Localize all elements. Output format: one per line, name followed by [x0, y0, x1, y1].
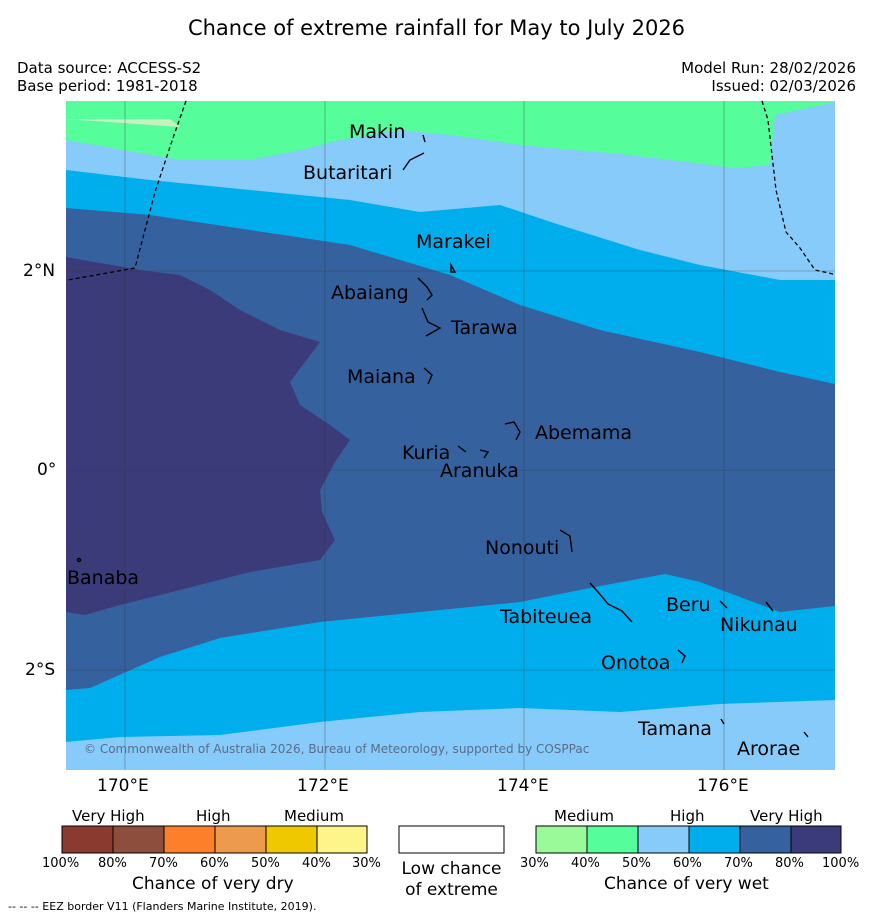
wet-header-medium: Medium	[554, 807, 614, 825]
wet-tick-100: 100%	[822, 856, 860, 871]
band-80-100-pct	[66, 257, 350, 615]
copyright-notice: © Commonwealth of Australia 2026, Bureau…	[84, 742, 590, 756]
wet-header-high: High	[670, 807, 705, 825]
dry-tick-60: 60%	[200, 856, 229, 871]
dry-tick-80: 80%	[98, 856, 127, 871]
place-abaiang: Abaiang	[331, 282, 409, 304]
wet-swatch-4	[689, 826, 740, 853]
dry-swatch-3	[164, 826, 215, 853]
dry-colorbar	[61, 825, 368, 854]
lat-label-2s: 2°S	[25, 660, 56, 680]
dry-swatch-6	[317, 826, 367, 853]
wet-caption: Chance of very wet	[604, 874, 769, 894]
tamana-island	[720, 718, 725, 725]
tabiteuea-island	[589, 582, 633, 623]
nikunau-island	[765, 601, 774, 612]
marakei-island	[450, 262, 457, 273]
place-kuria: Kuria	[402, 442, 451, 464]
wet-tick-80: 80%	[775, 856, 804, 871]
banaba-island	[76, 557, 82, 563]
wet-tick-70: 70%	[724, 856, 753, 871]
wet-swatch-3	[638, 826, 689, 853]
place-tamana: Tamana	[638, 718, 712, 740]
wet-tick-40: 40%	[571, 856, 600, 871]
neutral-caption-line2: of extreme	[405, 880, 498, 900]
data-source-text: Data source: ACCESS-S2	[17, 59, 202, 77]
lat-label-0: 0°	[37, 460, 57, 480]
place-tarawa: Tarawa	[451, 317, 518, 339]
place-aranuka: Aranuka	[440, 460, 519, 482]
place-maiana: Maiana	[347, 366, 416, 388]
island-outlines	[76, 134, 809, 738]
lon-label-170e: 170°E	[97, 776, 149, 796]
place-marakei: Marakei	[416, 231, 491, 253]
map-title: Chance of extreme rainfall for May to Ju…	[187, 16, 686, 40]
makin-island	[422, 134, 426, 143]
lon-label-172e: 172°E	[297, 776, 349, 796]
kuria-island	[457, 445, 467, 453]
place-beru: Beru	[666, 594, 711, 616]
beru-island	[719, 600, 728, 609]
dry-tick-50: 50%	[251, 856, 280, 871]
place-nonouti: Nonouti	[485, 537, 560, 559]
dry-tick-70: 70%	[149, 856, 178, 871]
eez-border	[67, 100, 834, 281]
lon-label-176e: 176°E	[697, 776, 749, 796]
model-run-text: Model Run: 28/02/2026	[681, 59, 856, 77]
dry-swatch-1	[62, 826, 113, 853]
wet-tick-60: 60%	[673, 856, 702, 871]
base-period-text: Base period: 1981-2018	[17, 77, 198, 95]
arorae-island	[803, 731, 809, 738]
wet-swatch-1	[536, 826, 587, 853]
wet-tick-30: 30%	[520, 856, 549, 871]
dry-tick-30: 30%	[352, 856, 381, 871]
eez-footer-note: -- -- -- EEZ border V11 (Flanders Marine…	[8, 900, 317, 913]
abaiang-island	[417, 277, 433, 301]
butaritari-island	[402, 152, 425, 171]
place-banaba: Banaba	[67, 567, 140, 589]
lon-label-174e: 174°E	[497, 776, 549, 796]
place-tabiteuea: Tabiteuea	[500, 606, 592, 628]
dry-swatch-5	[266, 826, 317, 853]
onotoa-island	[677, 649, 686, 664]
wet-swatch-2	[587, 826, 638, 853]
dry-header-very-high: Very High	[72, 807, 145, 825]
dry-caption: Chance of very dry	[132, 874, 294, 894]
dry-swatch-4	[215, 826, 266, 853]
dry-swatch-2	[113, 826, 164, 853]
dry-tick-40: 40%	[302, 856, 331, 871]
place-nikunau: Nikunau	[720, 614, 798, 636]
neutral-caption-line1: Low chance	[401, 859, 502, 879]
place-abemama: Abemama	[535, 422, 633, 444]
probability-contours	[66, 101, 835, 770]
place-makin: Makin	[349, 121, 406, 143]
nonouti-island	[559, 529, 573, 553]
aranuka-island	[479, 449, 490, 459]
dry-tick-100: 100%	[42, 856, 80, 871]
maiana-island	[423, 367, 433, 385]
abemama-island	[504, 421, 521, 441]
land-patch	[66, 119, 180, 127]
lat-label-2n: 2°N	[23, 261, 56, 281]
place-onotoa: Onotoa	[601, 652, 671, 674]
wet-swatch-6	[791, 826, 841, 853]
dry-header-medium: Medium	[284, 807, 344, 825]
dry-header-high: High	[196, 807, 231, 825]
wet-swatch-5	[740, 826, 791, 853]
place-butaritari: Butaritari	[303, 162, 393, 184]
place-arorae: Arorae	[737, 738, 801, 760]
wet-tick-50: 50%	[622, 856, 651, 871]
neutral-swatch	[398, 825, 505, 854]
wet-header-very-high: Very High	[750, 807, 823, 825]
band-40-50-pct	[66, 101, 835, 168]
tarawa-island	[421, 307, 442, 337]
issued-text: Issued: 02/03/2026	[711, 77, 856, 95]
wet-colorbar	[535, 825, 842, 854]
